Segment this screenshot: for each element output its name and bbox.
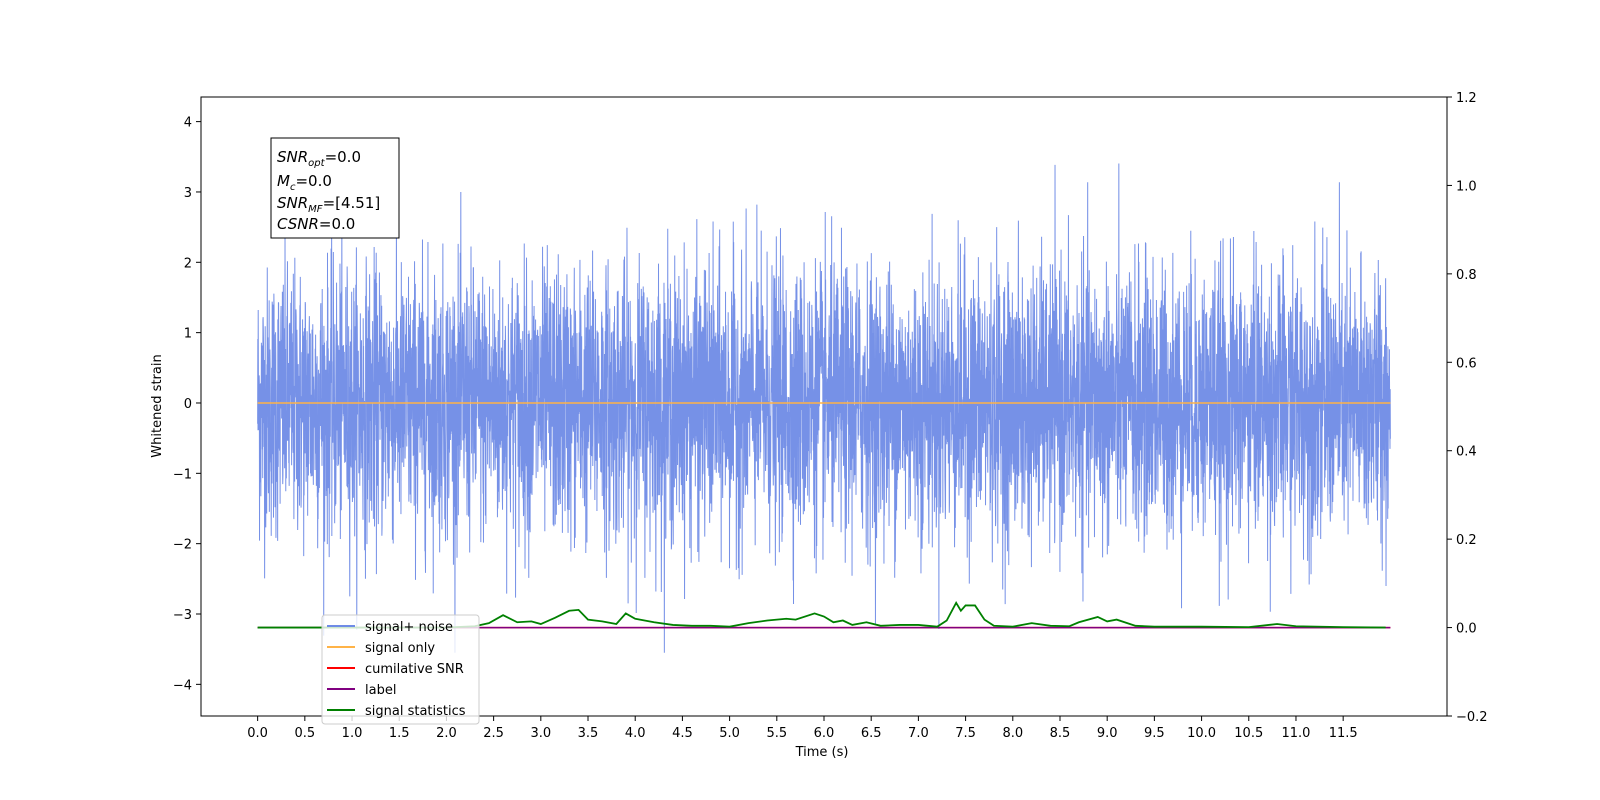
x-tick-label: 0.0 (247, 726, 268, 741)
signal-plus-noise-line (257, 163, 1391, 653)
x-tick-label: 4.0 (625, 726, 646, 741)
x-tick-label: 10.5 (1234, 726, 1263, 741)
y-tick-label: 4 (184, 116, 192, 131)
csnr-text: CSNR=0.0 (277, 215, 355, 233)
x-tick-label: 8.0 (1002, 726, 1023, 741)
signal-statistics-line (257, 600, 1386, 629)
y-tick-label: 1 (184, 327, 192, 342)
legend-label: signal+ noise (365, 620, 453, 635)
x-tick-label: 0.5 (294, 726, 315, 741)
right-y-tick-label: 0.2 (1456, 533, 1477, 548)
x-tick-label: 11.0 (1281, 726, 1310, 741)
x-axis-ticks: 0.0 0.5 1.0 1.5 2.0 2.5 3.0 3.5 4.0 4.5 5.0 5.5 6.0 6… (247, 716, 1358, 741)
x-tick-label: 2.5 (483, 726, 504, 741)
right-y-tick-label: 0.0 (1456, 622, 1477, 637)
x-tick-label: 9.5 (1144, 726, 1165, 741)
y-tick-label: −1 (173, 467, 192, 482)
legend-item-label: label (327, 683, 396, 698)
right-y-tick-label: 1.0 (1456, 179, 1477, 194)
right-y-tick-label: 0.6 (1456, 356, 1477, 371)
legend-item-signal-statistics: signal statistics (327, 704, 466, 719)
x-tick-label: 1.0 (342, 726, 363, 741)
right-y-tick-label: −0.2 (1456, 710, 1488, 725)
legend-label: cumilative SNR (365, 662, 464, 677)
legend-frame (321, 614, 480, 725)
x-tick-label: 11.5 (1329, 726, 1358, 741)
x-axis-title: Time (s) (795, 745, 849, 760)
snr-opt-text: SNRopt=0.0 (277, 148, 361, 169)
x-tick-label: 1.5 (389, 726, 410, 741)
x-tick-label: 3.5 (578, 726, 599, 741)
legend-label: label (365, 683, 396, 698)
y-tick-label: 2 (184, 256, 192, 271)
x-tick-label: 6.5 (861, 726, 882, 741)
x-tick-label: 7.0 (908, 726, 929, 741)
legend-item-signal-plus-noise: signal+ noise (327, 620, 453, 635)
x-tick-label: 6.0 (814, 726, 835, 741)
y-axis-title: Whitened strain (150, 354, 165, 457)
mc-text: Mc=0.0 (277, 172, 332, 193)
y-tick-label: −2 (173, 538, 192, 553)
x-tick-label: 9.0 (1097, 726, 1118, 741)
info-box-frame (270, 137, 400, 239)
y-tick-label: 0 (184, 397, 192, 412)
x-tick-label: 7.5 (955, 726, 976, 741)
right-y-tick-label: 0.8 (1456, 268, 1477, 283)
series-signal-plus-noise (257, 163, 1391, 653)
right-y-tick-label: 1.2 (1456, 91, 1477, 106)
x-tick-label: 4.5 (672, 726, 693, 741)
y-tick-label: 3 (184, 186, 192, 201)
legend-item-cumilative-snr: cumilative SNR (327, 662, 464, 677)
x-tick-label: 8.5 (1050, 726, 1071, 741)
x-tick-label: 10.0 (1187, 726, 1216, 741)
x-tick-label: 2.0 (436, 726, 457, 741)
info-box: SNRopt=0.0 Mc=0.0 SNRMF=[4.51] CSNR=0.0 (270, 137, 400, 239)
x-tick-label: 5.5 (766, 726, 787, 741)
right-y-axis-ticks: 1.2 1.0 0.8 0.6 0.4 0.2 0.0 −0.2 (1447, 91, 1488, 725)
legend-label: signal statistics (365, 704, 466, 719)
y-tick-label: −3 (173, 608, 192, 623)
snr-mf-text: SNRMF=[4.51] (277, 194, 380, 215)
right-y-tick-label: 0.4 (1456, 445, 1477, 460)
y-tick-label: −4 (173, 678, 192, 693)
legend-label: signal only (365, 641, 435, 656)
x-tick-label: 3.0 (530, 726, 551, 741)
legend: signal+ noise signal only cumilative SNR… (321, 614, 480, 725)
x-tick-label: 5.0 (719, 726, 740, 741)
legend-item-signal-only: signal only (327, 641, 435, 656)
y-axis-ticks: 4 3 2 1 0 −1 −2 −3 −4 (173, 116, 201, 693)
